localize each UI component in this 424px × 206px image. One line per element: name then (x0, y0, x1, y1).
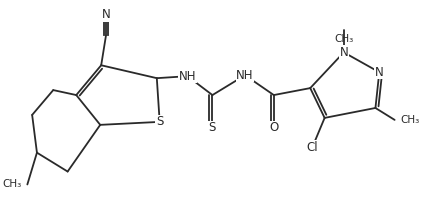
Text: NH: NH (236, 69, 254, 82)
Text: S: S (209, 121, 216, 134)
Text: O: O (269, 121, 279, 134)
Text: N: N (340, 46, 348, 59)
Text: CH₃: CH₃ (400, 115, 420, 125)
Text: S: S (156, 115, 163, 128)
Text: CH₃: CH₃ (3, 179, 22, 190)
Text: CH₃: CH₃ (334, 34, 354, 44)
Text: NH: NH (179, 70, 196, 83)
Text: N: N (102, 8, 110, 21)
Text: Cl: Cl (307, 141, 318, 154)
Text: N: N (375, 66, 384, 79)
